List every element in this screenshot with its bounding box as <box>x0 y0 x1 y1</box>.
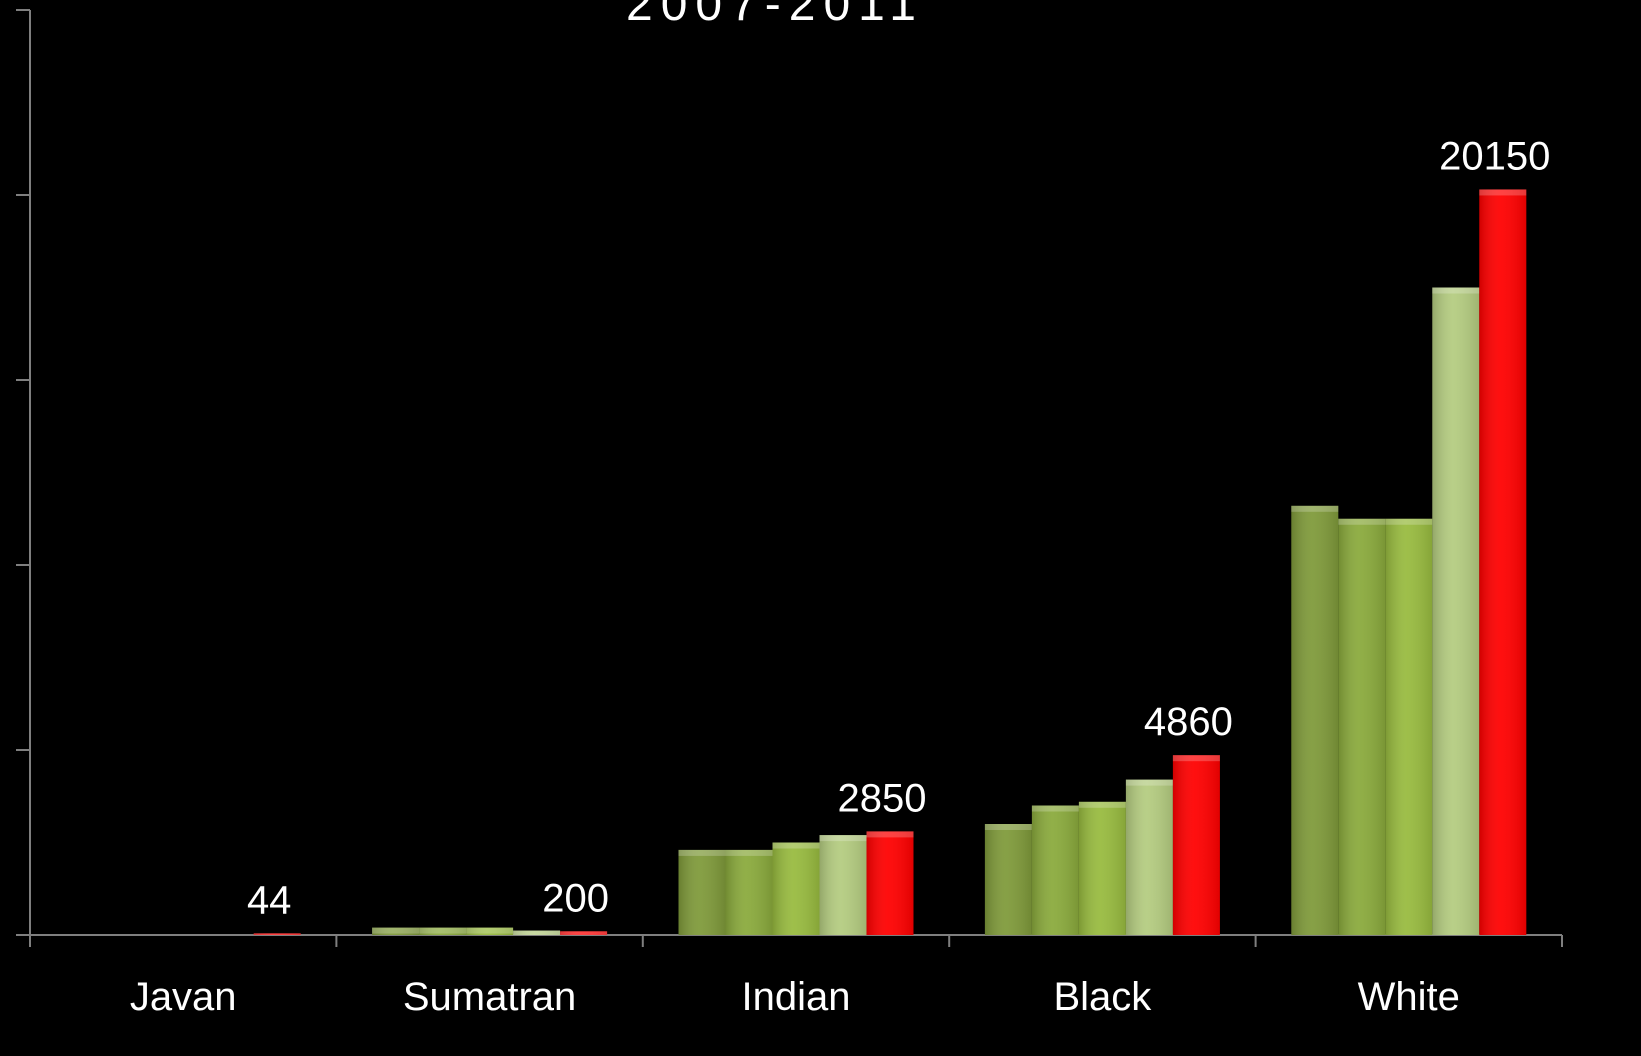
bar-shade <box>678 849 726 935</box>
bar-shade <box>466 927 514 935</box>
bar-shade <box>819 835 867 935</box>
x-tick-labels-group: Javan Sumatran Indian Black White <box>130 975 1460 1019</box>
bar-top-highlight <box>1172 755 1220 762</box>
bar-top-highlight <box>466 927 514 934</box>
bar-shade <box>1432 287 1480 935</box>
bars-group <box>253 189 1527 935</box>
bar-top-highlight <box>1291 505 1339 512</box>
bar-shade <box>1479 189 1527 935</box>
data-label-indian: 2850 <box>838 776 927 820</box>
bar-top-highlight <box>419 927 467 934</box>
x-tick-label-black: Black <box>1053 975 1152 1019</box>
bar-top-highlight <box>1432 287 1480 294</box>
bar-top-highlight <box>1385 518 1433 525</box>
data-labels-group: 44 200 2850 4860 20150 <box>247 134 1550 922</box>
data-label-white: 20150 <box>1439 134 1550 178</box>
bar-top-highlight <box>725 849 773 856</box>
bar-shade <box>1338 518 1386 935</box>
bar-shade <box>560 931 608 935</box>
bar-shade <box>253 933 301 935</box>
bar-top-highlight <box>984 824 1032 830</box>
bar-top-highlight <box>678 849 726 856</box>
data-label-sumatran: 200 <box>542 876 609 920</box>
bar-shade <box>1291 505 1339 935</box>
data-label-javan: 44 <box>247 878 292 922</box>
bar-top-highlight <box>866 831 914 838</box>
bar-shade <box>419 927 467 935</box>
bar-shade <box>866 831 914 935</box>
bar-shade <box>1125 779 1173 935</box>
bar-top-highlight <box>1338 518 1386 525</box>
bar-top-highlight <box>1031 805 1079 812</box>
bar-shade <box>725 849 773 935</box>
bar-shade <box>772 842 820 935</box>
bar-top-highlight <box>253 933 301 935</box>
bar-shade <box>1385 518 1433 935</box>
bar-shade <box>513 930 561 935</box>
bar-top-highlight <box>1125 779 1173 786</box>
bar-top-highlight <box>772 842 820 849</box>
x-tick-label-white: White <box>1358 975 1460 1019</box>
bar-top-highlight <box>560 931 608 935</box>
chart-title: 2007-2011 <box>626 0 924 31</box>
bar-top-highlight <box>819 835 867 842</box>
x-tick-label-sumatran: Sumatran <box>403 975 576 1019</box>
bar-top-highlight <box>513 930 561 935</box>
bar-shade <box>984 824 1032 935</box>
bar-top-highlight <box>372 927 420 934</box>
bar-shade <box>372 927 420 935</box>
bar-shade <box>1078 801 1126 935</box>
bar-top-highlight <box>1078 801 1126 808</box>
bar-top-highlight <box>1479 189 1527 196</box>
bar-shade <box>1172 755 1220 935</box>
x-tick-label-indian: Indian <box>742 975 851 1019</box>
x-tick-label-javan: Javan <box>130 975 237 1019</box>
data-label-black: 4860 <box>1144 700 1233 744</box>
bar-shade <box>1031 805 1079 935</box>
